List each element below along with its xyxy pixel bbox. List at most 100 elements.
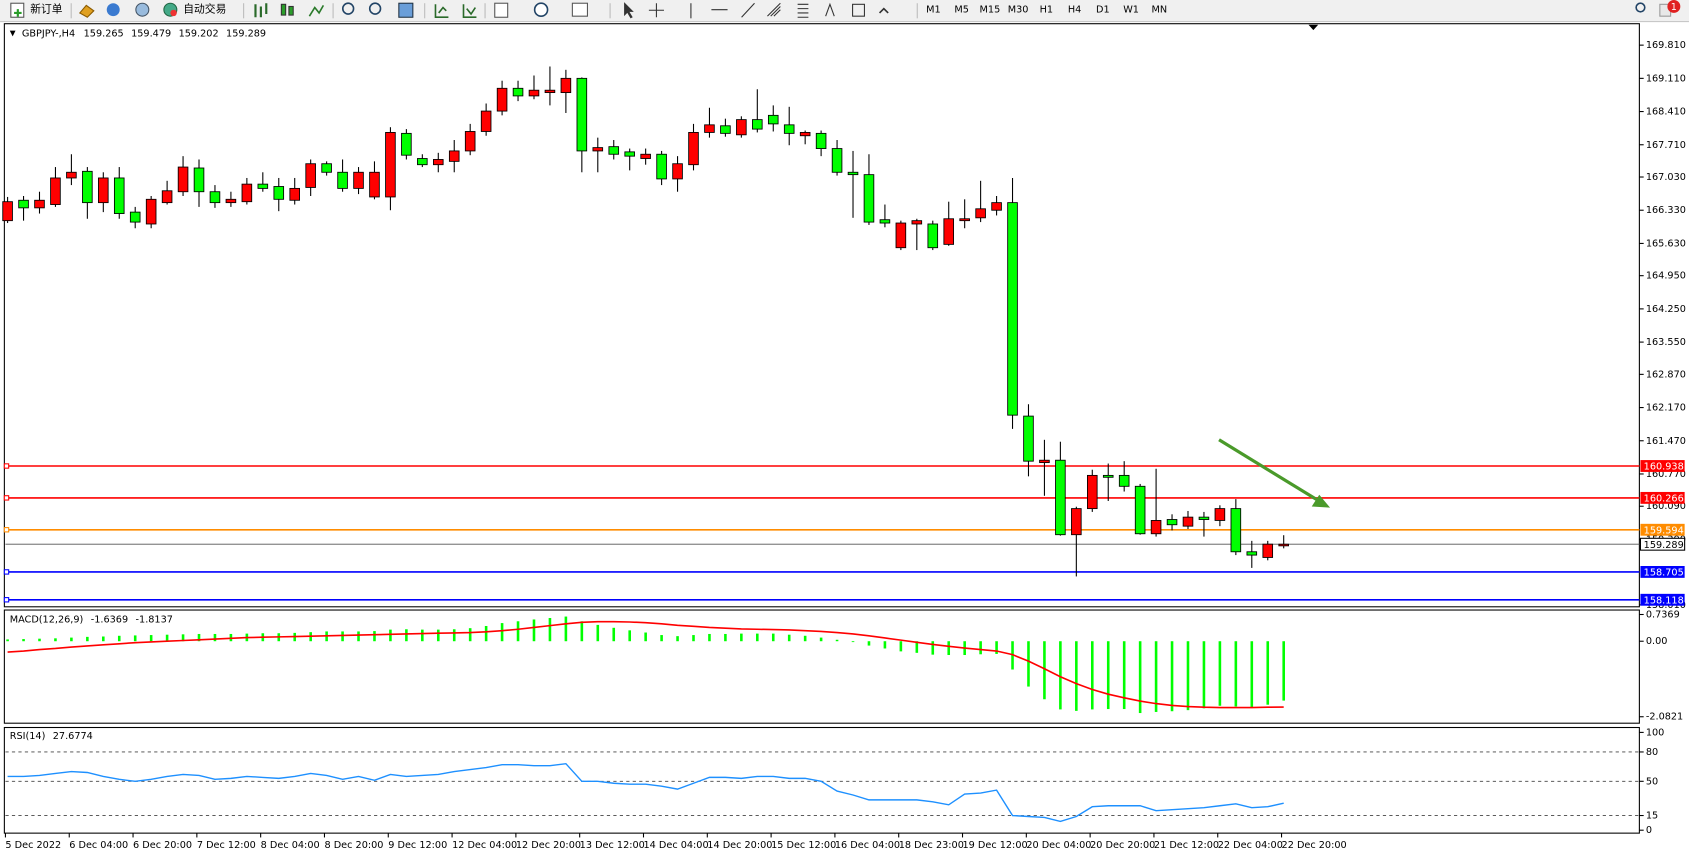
price-panel: 169.810 169.110 168.410 167.710 167.030 166.3… [2,40,1686,611]
icon-button[interactable] [106,3,120,17]
icon-button[interactable] [571,2,588,17]
icon-button[interactable] [741,2,755,18]
timeframe-button[interactable]: M15 [980,5,1001,16]
macd-bar [357,631,360,642]
icon-button[interactable] [494,2,509,18]
macd-bar [867,641,871,646]
candle-body [592,147,604,152]
icon-button[interactable] [825,2,835,17]
auto-trading-label: 自动交易 [183,3,226,16]
candle-body [1087,474,1098,510]
auto-trading-button[interactable]: 自动交易 [163,2,226,17]
icon-button[interactable] [462,4,477,19]
candle-body [1198,516,1210,520]
macd-bar [740,633,743,642]
timeframe-button[interactable]: M5 [954,5,969,16]
search-button[interactable] [1635,2,1646,13]
rsi-panel-frame [3,726,1640,834]
icon-button[interactable] [797,3,809,18]
y-tick-label: 15 [1646,811,1658,822]
candle-body [720,125,731,134]
candle-body [161,190,173,204]
macd-bar [1202,641,1206,709]
level-price-box [1640,566,1685,578]
timeframe-button[interactable]: D1 [1096,5,1110,16]
icon-button[interactable] [624,2,634,19]
candle-body [432,159,444,166]
macd-bar [1027,641,1030,687]
timeframe-bar: M1 M5 M15 M30 H1 H4 D1 W1 MN [926,5,1167,16]
macd-bar [883,641,887,649]
macd-bar [1043,641,1046,700]
candle-body [783,124,795,134]
y-tick-label: 165.630 [1646,238,1686,249]
macd-bar [644,632,647,642]
macd-bar [1266,641,1270,705]
candle-body [767,114,779,125]
icon-button[interactable] [135,2,150,17]
icon-button[interactable] [878,7,889,14]
candle-body [1134,485,1146,535]
icon-button[interactable] [308,4,325,17]
macd-bar [835,639,839,642]
icon-button[interactable] [280,3,287,16]
icon-button[interactable] [648,3,664,18]
icon-button[interactable] [767,2,781,17]
candle-body [991,202,1002,211]
y-tick-label: 161.470 [1646,436,1686,447]
macd-bar [851,641,855,643]
icon-button[interactable] [533,2,549,17]
candle-body [1230,508,1242,553]
candle-body [704,124,715,133]
candle-body [895,222,907,249]
x-tick-label: 13 Dec 12:00 [580,840,645,851]
candle-body [736,119,747,136]
candle-body [257,183,269,189]
level-handle [3,527,10,533]
candle-body [1071,508,1082,536]
timeframe-button[interactable]: M30 [1008,5,1029,16]
main-panel-frame [3,23,1640,608]
icon-button[interactable] [434,4,449,19]
macd-bar [628,630,631,642]
macd-bar [70,637,73,642]
macd-bar [612,627,616,642]
icon-button[interactable] [78,4,95,18]
notifications[interactable]: 1 [1659,0,1681,17]
rsi-value: 27.6774 [53,731,93,742]
icon-button[interactable] [852,3,865,17]
x-tick-label: 14 Dec 20:00 [707,840,772,851]
timeframe-button[interactable]: M1 [926,5,941,16]
icon [170,9,177,17]
macd-bar [484,625,488,642]
candle-body [879,219,891,224]
candle-body [1166,519,1178,526]
candle-body [544,89,556,94]
icon-button[interactable] [288,5,294,16]
macd-bar [995,641,998,654]
level-price-box [1640,523,1685,536]
timeframe-button[interactable]: H1 [1040,5,1053,16]
x-tick-label: 14 Dec 04:00 [643,840,708,851]
icon-button[interactable] [398,2,414,18]
new-order-button[interactable]: 新订单 [10,2,63,18]
candle-body [959,218,970,222]
candle-body [688,131,699,166]
x-tick-label: 22 Dec 04:00 [1218,840,1283,851]
macd-bar [676,636,679,642]
candle-body [18,199,29,209]
icon-button[interactable] [341,2,355,15]
icon-button[interactable] [368,2,382,15]
timeframe-button[interactable]: H4 [1068,5,1081,16]
y-tick-label: 160.770 [1646,469,1686,480]
arrow-head [1311,494,1331,508]
x-tick-label: 8 Dec 04:00 [261,840,320,851]
level-handle [3,495,10,501]
level-price-label: 158.705 [1644,567,1684,578]
candle-body [927,223,939,249]
timeframe-button[interactable]: MN [1152,5,1168,16]
timeframe-button[interactable]: W1 [1123,5,1139,16]
icon-button[interactable] [254,3,268,18]
candle-body [752,119,763,130]
